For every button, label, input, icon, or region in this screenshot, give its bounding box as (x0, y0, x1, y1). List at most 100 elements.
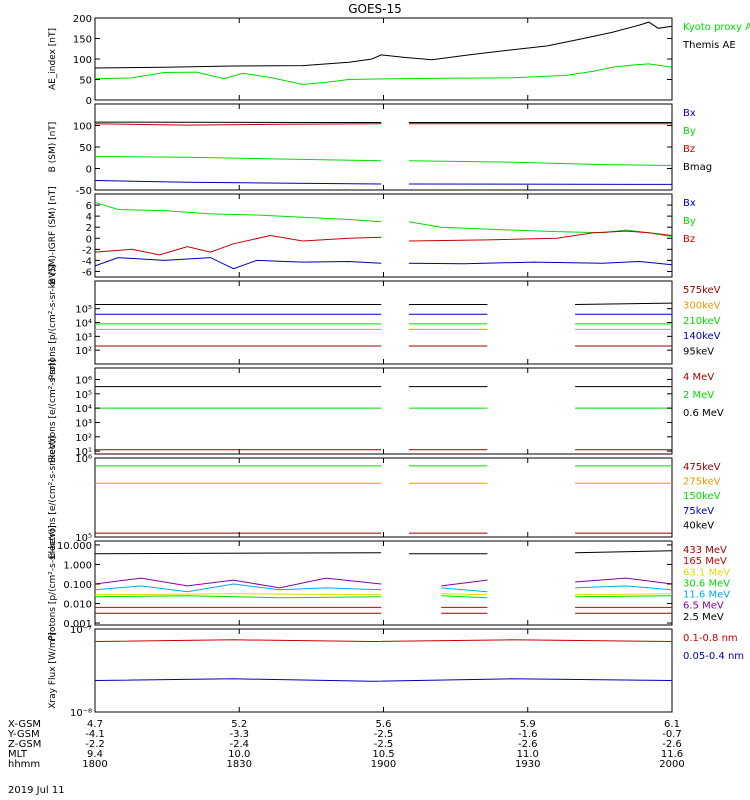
y-tick-label: 50 (79, 76, 92, 87)
legend-entry: 165 MeV (683, 556, 727, 567)
legend-entry: 4 MeV (683, 372, 714, 383)
y-tick-label: 10³ (75, 418, 92, 429)
y-tick-label: 6 (86, 201, 92, 212)
y-tick-label: 100 (73, 122, 92, 133)
y-tick-label: -50 (76, 186, 92, 197)
y-tick-label: 10.000 (57, 541, 92, 552)
y-axis-label: Electrons [e/(cm²-s-sr)] (48, 359, 58, 463)
series-line (94, 577, 673, 589)
series-line (94, 678, 673, 682)
y-tick-label: 0 (86, 234, 92, 245)
ephemeris-value: -3.3 (229, 729, 249, 740)
ephemeris-value: 9.4 (87, 749, 103, 760)
legend-entry: 6.5 MeV (683, 601, 724, 612)
y-axis-label: Xray Flux [W/m²] (48, 632, 58, 708)
ephemeris-value: -4.1 (85, 729, 105, 740)
legend-entry: By (683, 216, 696, 227)
y-tick-label: 10⁶ (75, 375, 92, 386)
legend-entry: 210keV (683, 316, 721, 327)
legend-entry: 11.6 MeV (683, 590, 730, 601)
series-line (94, 550, 673, 555)
y-tick-label: 200 (73, 14, 92, 25)
legend-entry: 575keV (683, 285, 721, 296)
series-line (94, 639, 673, 643)
y-tick-label: 0.001 (63, 619, 92, 630)
ephemeris-value: 6.1 (664, 719, 680, 730)
y-tick-label: 10⁴ (75, 319, 92, 330)
y-tick-label: 10⁴ (75, 404, 92, 415)
panel-8: 10⁻⁸ 10⁻⁷ Xray Flux [W/m²] 0.1-0.8 nm 0.05-0… (48, 625, 744, 719)
y-tick-label: 0.010 (63, 600, 92, 611)
legend-entry: Bmag (683, 162, 712, 173)
y-tick-label: 10⁻⁸ (70, 708, 92, 719)
ephemeris-value: 2000 (659, 759, 684, 770)
ephemeris-value: -2.4 (229, 739, 249, 750)
y-tick-label: 1.000 (63, 560, 92, 571)
series-line (95, 302, 673, 305)
y-tick-label: 10¹ (75, 447, 92, 458)
series-line (94, 156, 673, 166)
ephemeris-value: -2.6 (662, 739, 682, 750)
ephemeris-value: -1.6 (518, 729, 538, 740)
y-tick-label: -2 (82, 245, 92, 256)
legend-entry: Bz (683, 144, 695, 155)
x-axis-ephemeris: 2019 Jul 11 X-GSM 4.7 5.2 5.6 5.9 6.1 Y-GSM -4.… (7, 719, 685, 796)
ephemeris-value: -2.2 (85, 739, 105, 750)
ephemeris-row-label: hhmm (8, 759, 40, 770)
ephemeris-row-label: Z-GSM (8, 739, 41, 750)
panel-6: 10⁵ 10⁶ Electrons [e/(cm²-s-sr-keV)] 475keV… (48, 436, 721, 559)
legend-entry: Themis AE (682, 40, 736, 51)
panel-5: 10¹ 10² 10³ 10⁴ 10⁵ 10⁶ Electrons [e/(cm²-s-sr… (48, 359, 724, 463)
y-tick-label: 100 (73, 55, 92, 66)
legend-entry: 75keV (683, 506, 714, 517)
series-line (94, 593, 673, 596)
panel-1: 0 50 100 150 200 AE_index [nT] Kyoto proxy AE T… (48, 14, 750, 107)
ephemeris-row-label: X-GSM (8, 719, 41, 730)
y-tick-label: 50 (79, 143, 92, 154)
y-axis-label: Electrons [e/(cm²-s-sr-keV)] (48, 436, 58, 559)
legend-entry: 0.6 MeV (683, 408, 724, 419)
y-tick-label: 10² (75, 346, 92, 357)
ephemeris-value: 1930 (515, 759, 540, 770)
ephemeris-value: 11.0 (517, 749, 539, 760)
y-axis-label: AE_index [nT] (48, 28, 58, 90)
legend-entry: 2 MeV (683, 390, 714, 401)
ephemeris-value: -0.7 (662, 729, 682, 740)
legend-entry: By (683, 126, 696, 137)
ephemeris-value: 5.2 (231, 719, 247, 730)
y-tick-label: 0 (86, 96, 92, 107)
y-tick-label: 2 (86, 223, 92, 234)
legend-entry: Bx (683, 108, 696, 119)
y-axis-label: B (SM)-IGRF (SM) [nT] (48, 186, 58, 284)
y-tick-label: 0.100 (63, 580, 92, 591)
series-line (94, 595, 673, 599)
legend-entry: 275keV (683, 477, 721, 488)
series-line (94, 257, 673, 270)
series-line (94, 63, 673, 85)
ephemeris-value: 11.6 (661, 749, 683, 760)
series-line (94, 123, 672, 126)
ephemeris-value: -2.5 (374, 729, 394, 740)
legend-entry: Kyoto proxy AE (683, 22, 750, 33)
series-line (94, 230, 673, 256)
ephemeris-row-label: Y-GSM (7, 729, 40, 740)
ephemeris-value: 1830 (227, 759, 252, 770)
legend-entry: 0.05-0.4 nm (683, 651, 744, 662)
y-tick-label: 10⁵ (75, 390, 92, 401)
y-tick-label: 0 (86, 165, 92, 176)
legend-entry: 475keV (683, 462, 721, 473)
y-tick-label: 4 (86, 212, 92, 223)
legend-entry: 63.1 MeV (683, 567, 730, 578)
legend-entry: Bz (683, 234, 695, 245)
legend-entry: 433 MeV (683, 545, 727, 556)
series-line (94, 583, 673, 593)
ephemeris-value: -2.5 (374, 739, 394, 750)
y-tick-label: 150 (73, 35, 92, 46)
chart-title: GOES-15 (348, 2, 402, 16)
y-tick-label: 10⁵ (75, 305, 92, 316)
series-line (94, 21, 673, 69)
legend-entry: 40keV (683, 520, 714, 531)
